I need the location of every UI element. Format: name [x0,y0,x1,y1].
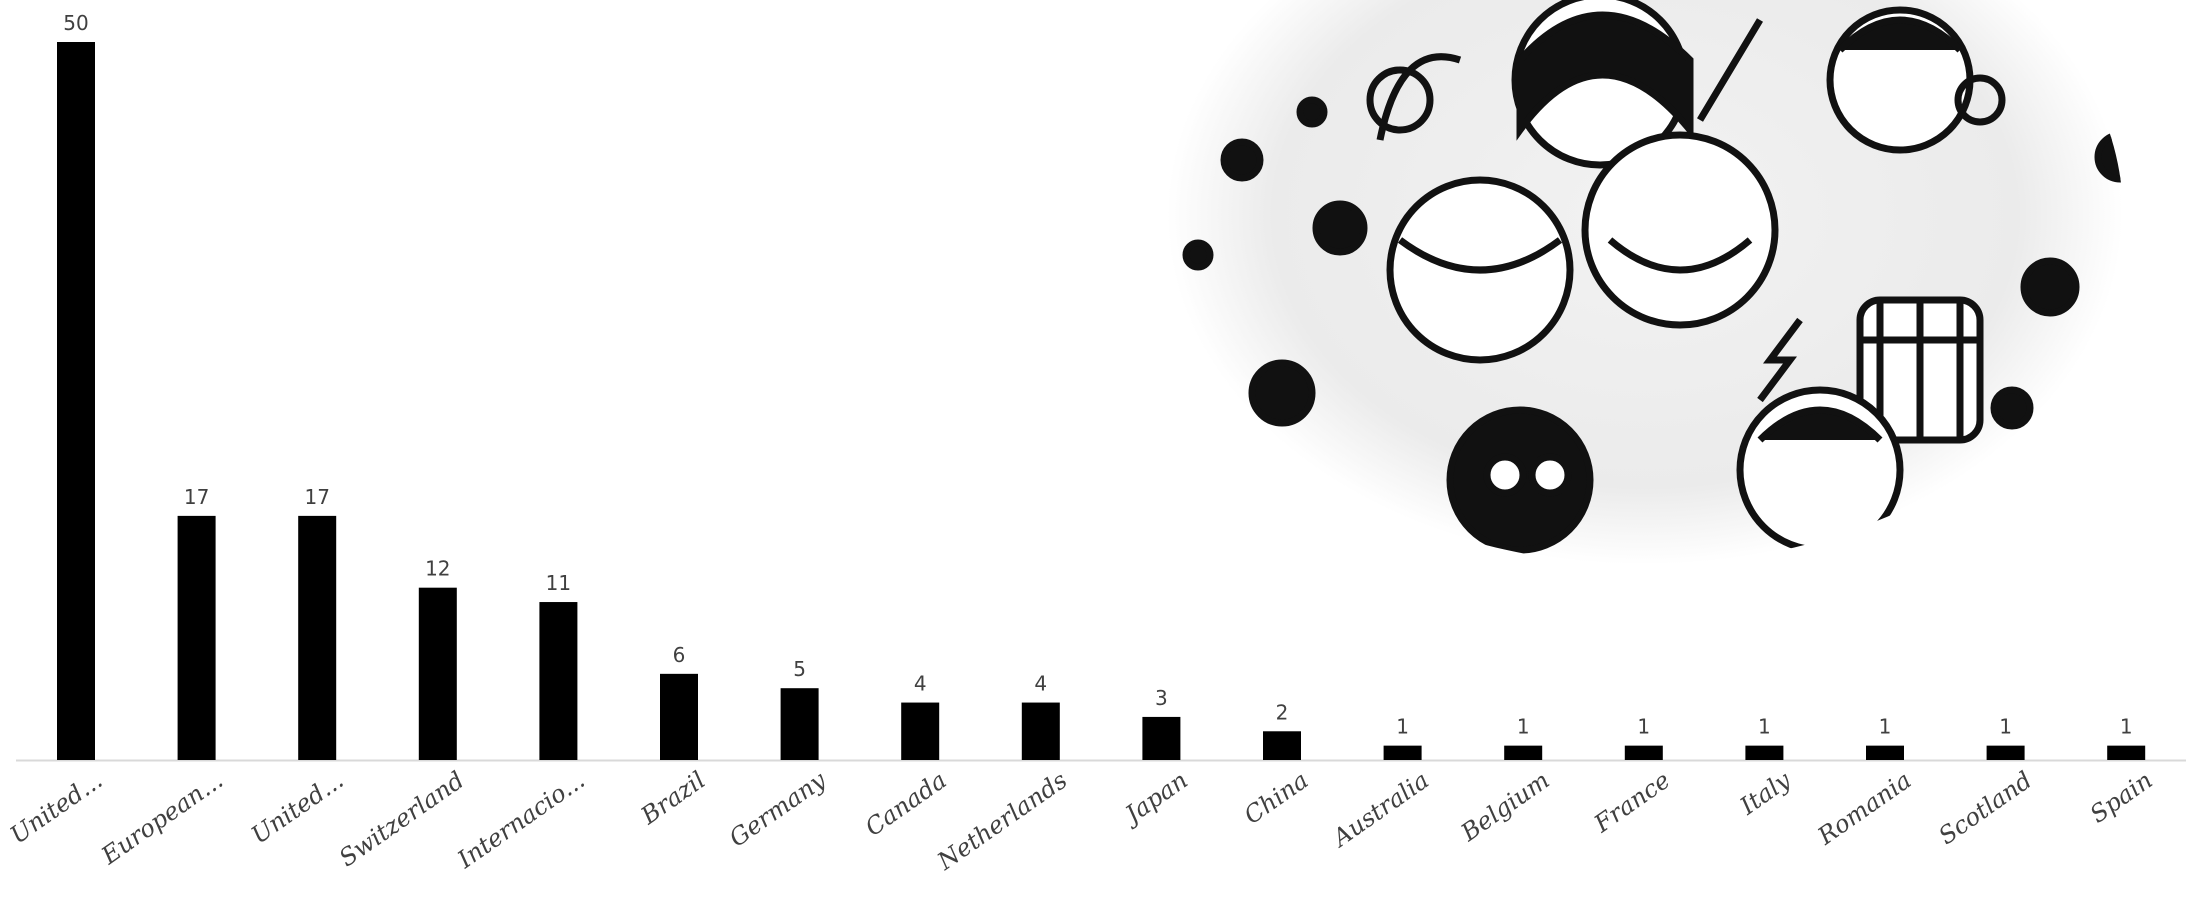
bar [177,515,216,760]
x-tick-label: Switzerland [334,766,469,872]
bar [1624,745,1663,760]
x-tick-label: Scotland [1934,766,2038,850]
data-label: 1 [1879,715,1892,739]
bar [901,702,940,760]
x-tick-label: Belgium [1455,766,1554,847]
bar [298,515,337,760]
x-tick-label: Italy [1734,766,1796,821]
data-label: 1 [1396,715,1409,739]
data-label: 6 [673,643,686,667]
x-tick-label: Netherlands [932,766,1073,876]
bar [2107,745,2146,760]
data-label: 12 [425,557,450,581]
x-tick-label: European... [96,766,228,870]
bar [1021,702,1060,760]
data-label: 4 [914,672,927,696]
bar [1866,745,1904,760]
x-tick-label: Internacio... [452,766,590,874]
bar [539,602,578,760]
data-label: 11 [546,571,571,595]
data-label: 17 [184,485,209,509]
x-tick-label: Japan [1116,766,1193,831]
bar [1745,745,1784,760]
x-tick-label: Brazil [635,766,710,830]
bar [57,42,95,760]
x-tick-label: France [1588,766,1675,839]
x-tick-label: United... [5,766,107,849]
x-tick-label: Romania [1812,766,1917,851]
bar [1986,745,2025,760]
doodle-illustration [1167,0,2123,565]
data-label: 2 [1276,700,1289,724]
data-label: 1 [1999,715,2012,739]
data-label: 50 [63,11,88,35]
data-label: 1 [2120,715,2133,739]
bar [1263,731,1301,760]
data-label: 17 [304,485,329,509]
data-label: 5 [793,657,806,681]
bar [1504,745,1543,760]
bar [780,688,819,760]
x-tick-label: Australia [1326,766,1434,853]
bar [1142,716,1181,760]
x-tick-label: United... [246,766,348,849]
data-label: 1 [1637,715,1650,739]
x-tick-label: Germany [724,766,831,853]
bar [1383,745,1422,760]
x-tick-label: China [1239,766,1313,830]
x-tick-label: Canada [860,766,952,842]
data-label: 1 [1517,715,1530,739]
data-label: 1 [1758,715,1771,739]
bar [660,673,698,760]
data-label: 4 [1034,672,1047,696]
bar [418,587,457,760]
x-tick-label: Spain [2085,766,2158,829]
data-label: 3 [1155,686,1168,710]
